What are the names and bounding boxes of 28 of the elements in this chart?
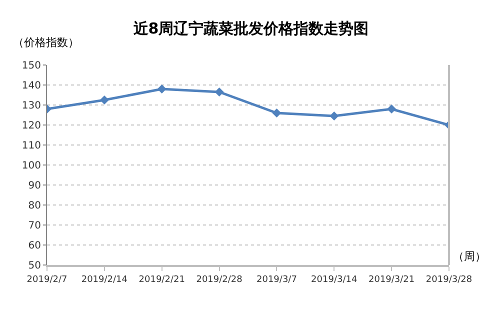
y-tick-label: 100 bbox=[22, 160, 41, 172]
x-tick-label: 2019/3/7 bbox=[256, 274, 297, 285]
x-tick-label: 2019/3/28 bbox=[426, 274, 472, 285]
point bbox=[100, 95, 109, 105]
x-tick-label: 2019/3/21 bbox=[368, 274, 415, 285]
point bbox=[387, 104, 396, 114]
y-tick-label: 60 bbox=[28, 240, 41, 252]
point bbox=[214, 87, 224, 97]
y-tick-label: 70 bbox=[28, 220, 41, 232]
y-tick-label: 90 bbox=[28, 180, 41, 192]
chart-title: 近8周辽宁蔬菜批发价格指数走势图 bbox=[132, 20, 369, 38]
y-tick-label: 130 bbox=[22, 100, 41, 112]
point bbox=[330, 111, 339, 121]
x-tick-label: 2019/2/7 bbox=[26, 274, 68, 285]
x-axis-title: （周） bbox=[453, 250, 486, 263]
point bbox=[157, 84, 166, 94]
y-tick-label: 120 bbox=[22, 120, 41, 132]
y-tick-label: 140 bbox=[22, 80, 41, 92]
y-tick-label: 50 bbox=[28, 260, 41, 272]
y-tick-label: 150 bbox=[22, 60, 41, 72]
x-tick-label: 2019/2/14 bbox=[81, 274, 128, 285]
x-tick-label: 2019/2/28 bbox=[196, 274, 243, 285]
y-tick-label: 110 bbox=[22, 140, 41, 152]
point bbox=[272, 108, 282, 118]
y-tick-label: 80 bbox=[28, 200, 41, 212]
x-tick-label: 2019/2/21 bbox=[138, 274, 185, 285]
y-axis-title: （价格指数） bbox=[13, 36, 79, 49]
x-tick-label: 2019/3/14 bbox=[311, 274, 358, 285]
